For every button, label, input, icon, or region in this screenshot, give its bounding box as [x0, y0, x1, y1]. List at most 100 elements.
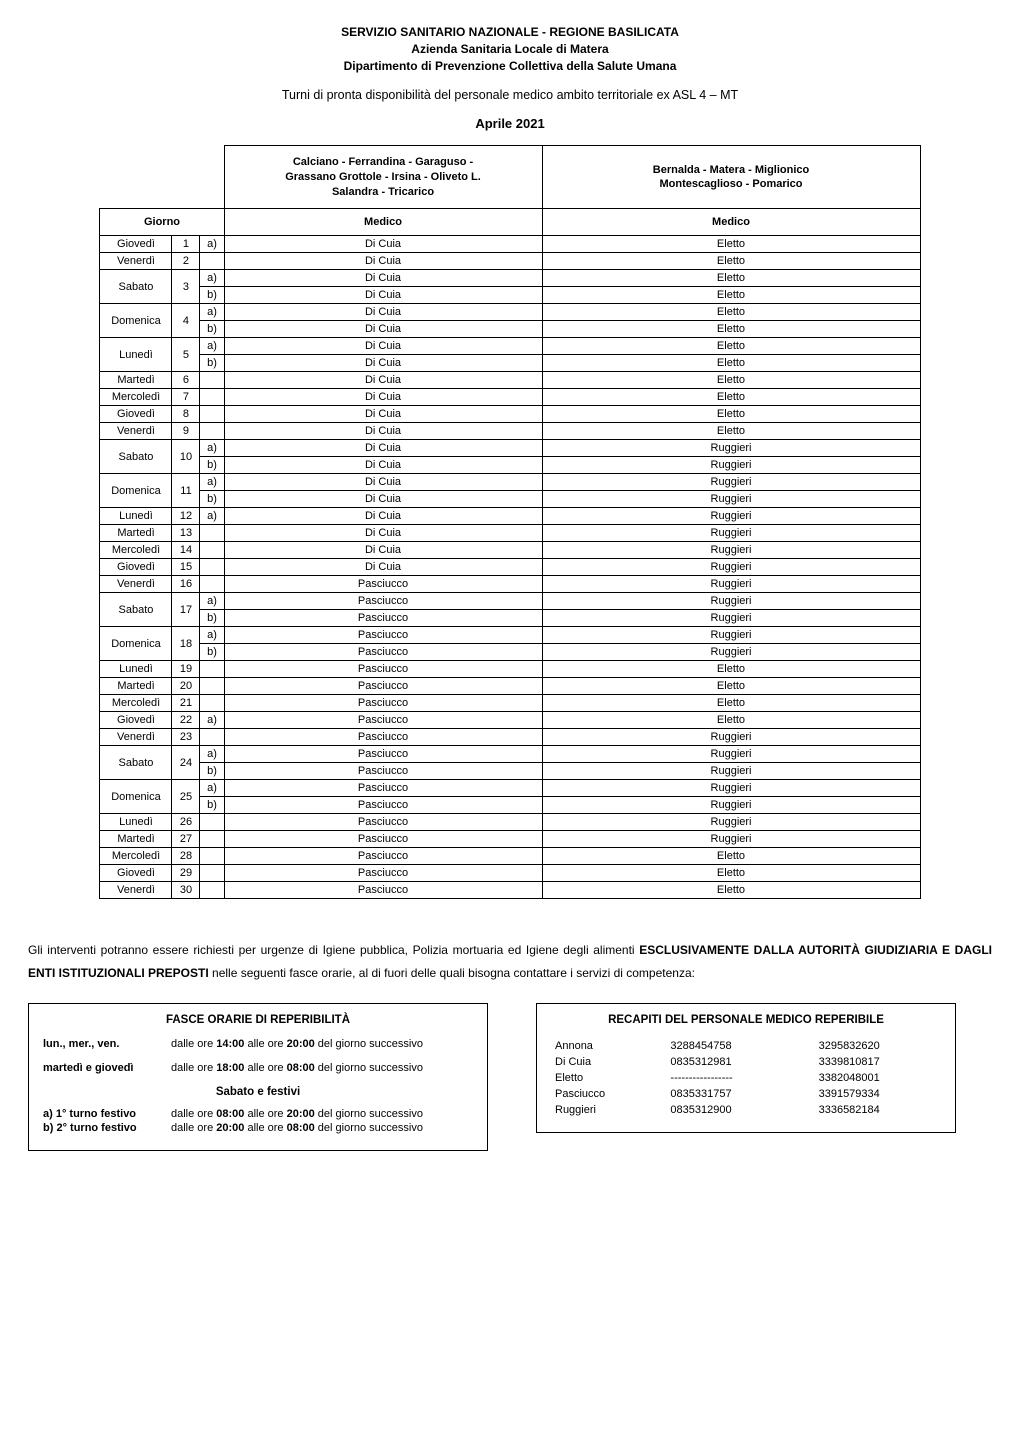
- day-name: Sabato: [100, 746, 172, 780]
- day-number: 6: [172, 372, 200, 389]
- medico-1: Di Cuia: [224, 372, 542, 389]
- day-name: Domenica: [100, 304, 172, 338]
- medico-2: Eletto: [542, 882, 920, 899]
- day-number: 2: [172, 253, 200, 270]
- fasce-box: FASCE ORARIE DI REPERIBILITÀ lun., mer.,…: [28, 1003, 488, 1151]
- contact-name: Di Cuia: [551, 1054, 646, 1070]
- medico-2: Ruggieri: [542, 831, 920, 848]
- schedule-row: Venerdì30PasciuccoEletto: [100, 882, 920, 899]
- notes-pre: Gli interventi potranno essere richiesti…: [28, 943, 639, 957]
- medico-1: Di Cuia: [224, 525, 542, 542]
- medico-2: Eletto: [542, 389, 920, 406]
- day-number: 15: [172, 559, 200, 576]
- medico-2: Ruggieri: [542, 780, 920, 797]
- schedule-row: Sabato24a)PasciuccoRuggieri: [100, 746, 920, 763]
- day-number: 12: [172, 508, 200, 525]
- medico-2: Ruggieri: [542, 746, 920, 763]
- day-name: Venerdì: [100, 423, 172, 440]
- recapiti-title: RECAPITI DEL PERSONALE MEDICO REPERIBILE: [551, 1014, 941, 1026]
- medico-2: Ruggieri: [542, 593, 920, 610]
- day-number: 9: [172, 423, 200, 440]
- ab-cell: b): [200, 321, 224, 338]
- notes-post: nelle seguenti fasce orarie, al di fuori…: [209, 966, 695, 980]
- ab-cell: [200, 661, 224, 678]
- fasce-text: dalle ore 18:00 alle ore 08:00 del giorn…: [171, 1062, 473, 1074]
- medico-2: Ruggieri: [542, 542, 920, 559]
- schedule-row: Martedì13Di CuiaRuggieri: [100, 525, 920, 542]
- ab-cell: [200, 729, 224, 746]
- day-name: Venerdì: [100, 882, 172, 899]
- schedule-row: b)Di CuiaRuggieri: [100, 491, 920, 508]
- medico-2: Eletto: [542, 661, 920, 678]
- medico-1: Di Cuia: [224, 304, 542, 321]
- day-name: Mercoledì: [100, 389, 172, 406]
- contact-tel1: 0835312900: [646, 1102, 794, 1118]
- contact-tel2: 3336582184: [795, 1102, 941, 1118]
- contact-tel2: 3391579334: [795, 1086, 941, 1102]
- day-number: 5: [172, 338, 200, 372]
- day-name: Venerdì: [100, 729, 172, 746]
- schedule-row: Giovedì1a)Di CuiaEletto: [100, 236, 920, 253]
- schedule-row: b)PasciuccoRuggieri: [100, 610, 920, 627]
- day-number: 13: [172, 525, 200, 542]
- day-number: 30: [172, 882, 200, 899]
- day-number: 8: [172, 406, 200, 423]
- day-number: 25: [172, 780, 200, 814]
- medico-1: Pasciucco: [224, 797, 542, 814]
- medico-1: Di Cuia: [224, 287, 542, 304]
- day-name: Sabato: [100, 270, 172, 304]
- day-number: 29: [172, 865, 200, 882]
- day-number: 20: [172, 678, 200, 695]
- day-number: 7: [172, 389, 200, 406]
- schedule-row: Martedì20PasciuccoEletto: [100, 678, 920, 695]
- ab-cell: b): [200, 797, 224, 814]
- contact-row: Ruggieri08353129003336582184: [551, 1102, 941, 1118]
- medico-1: Di Cuia: [224, 474, 542, 491]
- day-name: Giovedì: [100, 559, 172, 576]
- contact-tel1: -----------------: [646, 1070, 794, 1086]
- day-number: 17: [172, 593, 200, 627]
- contact-row: Eletto-----------------3382048001: [551, 1070, 941, 1086]
- medico-1: Pasciucco: [224, 678, 542, 695]
- medico-1: Pasciucco: [224, 865, 542, 882]
- schedule-row: Giovedì29PasciuccoEletto: [100, 865, 920, 882]
- ab-cell: a): [200, 338, 224, 355]
- day-name: Venerdì: [100, 253, 172, 270]
- medico-2: Eletto: [542, 423, 920, 440]
- fasce-row-fest-0: a) 1° turno festivodalle ore 08:00 alle …: [43, 1108, 473, 1120]
- ab-cell: b): [200, 287, 224, 304]
- day-name: Martedì: [100, 831, 172, 848]
- contact-tel2: 3295832620: [795, 1038, 941, 1054]
- ab-cell: b): [200, 355, 224, 372]
- medico-1: Pasciucco: [224, 644, 542, 661]
- ab-cell: [200, 865, 224, 882]
- day-number: 27: [172, 831, 200, 848]
- medico-2: Eletto: [542, 338, 920, 355]
- ab-cell: a): [200, 270, 224, 287]
- medico-2: Ruggieri: [542, 457, 920, 474]
- schedule-row: Venerdì9Di CuiaEletto: [100, 423, 920, 440]
- medico-1: Di Cuia: [224, 440, 542, 457]
- day-name: Giovedì: [100, 236, 172, 253]
- contact-row: Di Cuia08353129813339810817: [551, 1054, 941, 1070]
- ab-cell: [200, 406, 224, 423]
- bottom-row: FASCE ORARIE DI REPERIBILITÀ lun., mer.,…: [28, 1003, 992, 1151]
- schedule-row: Giovedì8Di CuiaEletto: [100, 406, 920, 423]
- medico-1: Pasciucco: [224, 593, 542, 610]
- ab-cell: [200, 848, 224, 865]
- day-name: Domenica: [100, 780, 172, 814]
- zone2-header: Bernalda - Matera - MiglionicoMontescagl…: [542, 146, 920, 209]
- medico-1: Di Cuia: [224, 389, 542, 406]
- day-number: 16: [172, 576, 200, 593]
- medico-2: Eletto: [542, 355, 920, 372]
- notes-paragraph: Gli interventi potranno essere richiesti…: [28, 939, 992, 985]
- schedule-row: Domenica18a)PasciuccoRuggieri: [100, 627, 920, 644]
- contact-row: Annona32884547583295832620: [551, 1038, 941, 1054]
- medico-1: Di Cuia: [224, 253, 542, 270]
- schedule-row: Sabato17a)PasciuccoRuggieri: [100, 593, 920, 610]
- medico-2: Eletto: [542, 865, 920, 882]
- contact-tel1: 0835331757: [646, 1086, 794, 1102]
- fasce-text: dalle ore 08:00 alle ore 20:00 del giorn…: [171, 1108, 473, 1120]
- ab-cell: a): [200, 780, 224, 797]
- header-line2: Azienda Sanitaria Locale di Matera: [28, 41, 992, 58]
